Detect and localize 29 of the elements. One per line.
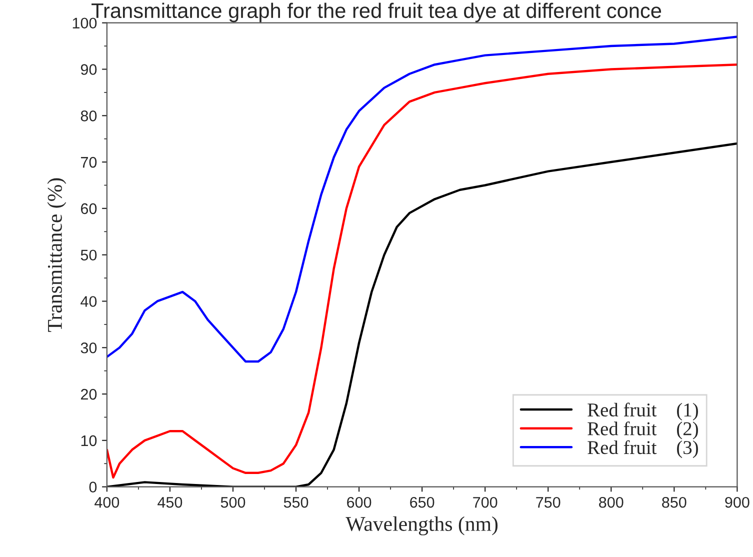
x-tick-label: 700	[473, 496, 498, 508]
x-tick-label: 900	[725, 496, 750, 508]
y-tick-label: 0	[89, 482, 97, 493]
y-tick-label: 70	[80, 156, 97, 168]
x-tick-label: 450	[158, 496, 182, 508]
x-tick-label: 550	[284, 496, 308, 508]
y-tick-label: 60	[80, 203, 97, 214]
y-tick-label: 40	[80, 296, 97, 307]
legend-label: Red fruit (3)	[588, 440, 698, 458]
x-axis-title: Wavelengths (nm)	[346, 516, 498, 536]
x-tick-label: 650	[410, 496, 434, 508]
x-tick-label: 600	[347, 496, 372, 508]
y-tick-label: 10	[81, 435, 97, 446]
y-axis-title: Transmittance (%)	[47, 178, 66, 332]
x-tick-label: 800	[599, 496, 624, 508]
y-tick-label: 100	[72, 18, 97, 29]
y-tick-label: 20	[80, 388, 97, 400]
legend-label: Red fruit (1)	[588, 402, 698, 420]
legend-label: Red fruit (2)	[588, 421, 698, 440]
x-tick-label: 400	[94, 496, 120, 508]
x-tick-label: 500	[220, 496, 246, 508]
x-tick-label: 750	[536, 496, 560, 508]
y-tick-label: 50	[80, 250, 97, 261]
y-tick-label: 80	[80, 110, 97, 122]
y-tick-label: 30	[80, 342, 97, 354]
line-series	[106, 36, 738, 363]
x-tick-label: 850	[662, 496, 686, 508]
y-tick-label: 90	[80, 64, 97, 75]
line-series	[106, 63, 738, 479]
